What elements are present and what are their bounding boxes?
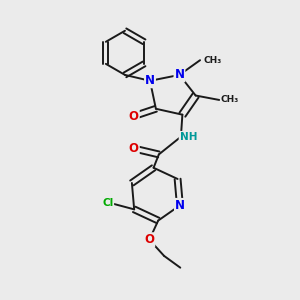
Text: N: N: [174, 68, 184, 81]
Text: N: N: [145, 74, 155, 87]
Text: O: O: [129, 142, 139, 155]
Text: CH₃: CH₃: [203, 56, 221, 65]
Text: O: O: [129, 110, 139, 123]
Text: O: O: [144, 233, 154, 246]
Text: N: N: [175, 199, 185, 212]
Text: CH₃: CH₃: [221, 95, 239, 104]
Text: Cl: Cl: [102, 199, 113, 208]
Text: NH: NH: [179, 132, 197, 142]
